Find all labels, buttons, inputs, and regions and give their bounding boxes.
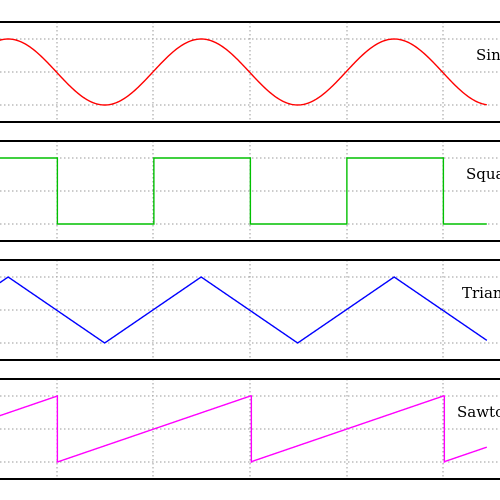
wave-label-square: Square <box>466 165 500 183</box>
panel-square: Square <box>0 140 500 242</box>
series-line-triangle <box>0 276 488 344</box>
wave-label-sawtooth: Sawtooth <box>457 403 500 421</box>
series-line-sawtooth <box>0 395 488 464</box>
panel-sine: Sine <box>0 21 500 123</box>
wave-label-triangle: Triangle <box>462 284 500 302</box>
series-line-sine <box>0 38 487 106</box>
panel-triangle: Triangle <box>0 259 500 361</box>
series-line-square <box>0 157 487 225</box>
panel-sawtooth: Sawtooth <box>0 378 500 480</box>
wave-label-sine: Sine <box>476 46 500 64</box>
